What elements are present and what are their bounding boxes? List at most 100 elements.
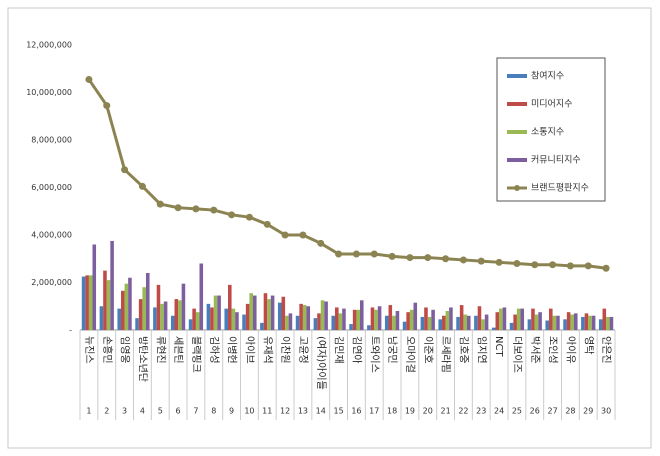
bar [527, 319, 532, 330]
y-tick-label: 2,000,000 [31, 278, 72, 287]
rank-label: 21 [440, 407, 450, 416]
bar [395, 311, 400, 330]
line-point [299, 231, 307, 239]
bar [163, 301, 168, 330]
bar [563, 319, 567, 330]
bar [591, 315, 596, 330]
bar [342, 308, 346, 330]
rank-label: 20 [423, 407, 433, 416]
rank-label: 9 [229, 407, 234, 416]
bar [474, 315, 478, 330]
line-point [424, 254, 432, 262]
bar [88, 275, 93, 330]
legend-label: 커뮤니티지수 [531, 155, 581, 166]
bar [103, 270, 107, 330]
x-tick-label: 이병헌 [226, 336, 238, 364]
bar [495, 312, 500, 330]
bar [267, 299, 271, 330]
bar [156, 284, 161, 330]
bar [235, 312, 239, 330]
bar [367, 325, 371, 330]
line-point [406, 254, 414, 262]
bar [138, 299, 143, 330]
x-tick-label: 더보이즈 [511, 336, 523, 373]
line-point [210, 206, 218, 214]
bar [477, 306, 482, 330]
bar [499, 308, 503, 330]
rank-label: 26 [530, 407, 540, 416]
line-point [370, 250, 378, 258]
x-tick-label: 아이브 [243, 336, 255, 364]
rank-label: 18 [387, 407, 397, 416]
x-tick-label: 뉴진스 [83, 336, 95, 364]
bar [249, 293, 253, 330]
y-tick-label: 8,000,000 [31, 136, 72, 145]
bar [331, 315, 336, 330]
bar [534, 314, 539, 330]
y-tick-label: 10,000,000 [26, 88, 72, 97]
line-point [513, 260, 521, 267]
line-point [281, 231, 289, 239]
bar [85, 275, 89, 330]
rank-label: 2 [104, 407, 109, 416]
x-tick-label: 안은진 [600, 336, 612, 364]
x-tick-label: 블랙핑크 [190, 336, 202, 373]
bar [174, 299, 179, 330]
bar [195, 312, 200, 330]
bar [581, 316, 585, 330]
bar [359, 300, 364, 330]
bar [92, 244, 97, 330]
bar [377, 306, 382, 330]
legend-marker [514, 185, 520, 191]
bar [281, 296, 286, 330]
bar [570, 314, 574, 330]
bar [324, 301, 328, 330]
rank-label: 13 [298, 407, 308, 416]
bar [295, 315, 300, 330]
x-tick-label: 손흥민 [101, 336, 114, 364]
bar [349, 324, 353, 330]
bar [588, 315, 592, 330]
bar [442, 315, 446, 330]
line-point [566, 262, 574, 270]
bar [409, 309, 414, 330]
bar [302, 305, 307, 330]
x-tick-label: 고윤정 [297, 336, 309, 364]
x-tick-label: 세븐틴 [172, 336, 184, 364]
bar [263, 293, 268, 330]
bar [170, 315, 175, 330]
bar [153, 307, 157, 330]
bar [277, 302, 282, 330]
bar [228, 284, 232, 330]
bar [106, 280, 111, 330]
bar [270, 295, 275, 330]
legend-label: 참여지수 [531, 70, 564, 82]
rank-label: 29 [583, 407, 593, 416]
line-point [263, 220, 271, 228]
bar [545, 320, 550, 330]
line-point [531, 261, 539, 269]
bar [427, 316, 432, 330]
bar [463, 314, 467, 330]
bar [456, 316, 460, 330]
x-tick-label: 김연아 [350, 336, 362, 364]
x-tick-label: 류현진 [154, 336, 166, 364]
x-tick-label: 이준호 [422, 336, 434, 364]
bar [516, 308, 521, 330]
y-tick-label: - [69, 326, 72, 335]
line-point [442, 255, 450, 263]
bar [549, 308, 553, 330]
bar [402, 321, 407, 330]
bar [181, 283, 186, 330]
bar [520, 308, 525, 330]
x-tick-label: NCT [493, 336, 504, 357]
bar [509, 322, 514, 330]
rank-label: 24 [494, 407, 504, 416]
bar [491, 327, 496, 330]
line-point [228, 211, 236, 219]
line-point [138, 182, 146, 190]
bar [413, 302, 418, 330]
bar [117, 308, 122, 330]
rank-label: 11 [262, 407, 272, 416]
bar [245, 303, 250, 330]
